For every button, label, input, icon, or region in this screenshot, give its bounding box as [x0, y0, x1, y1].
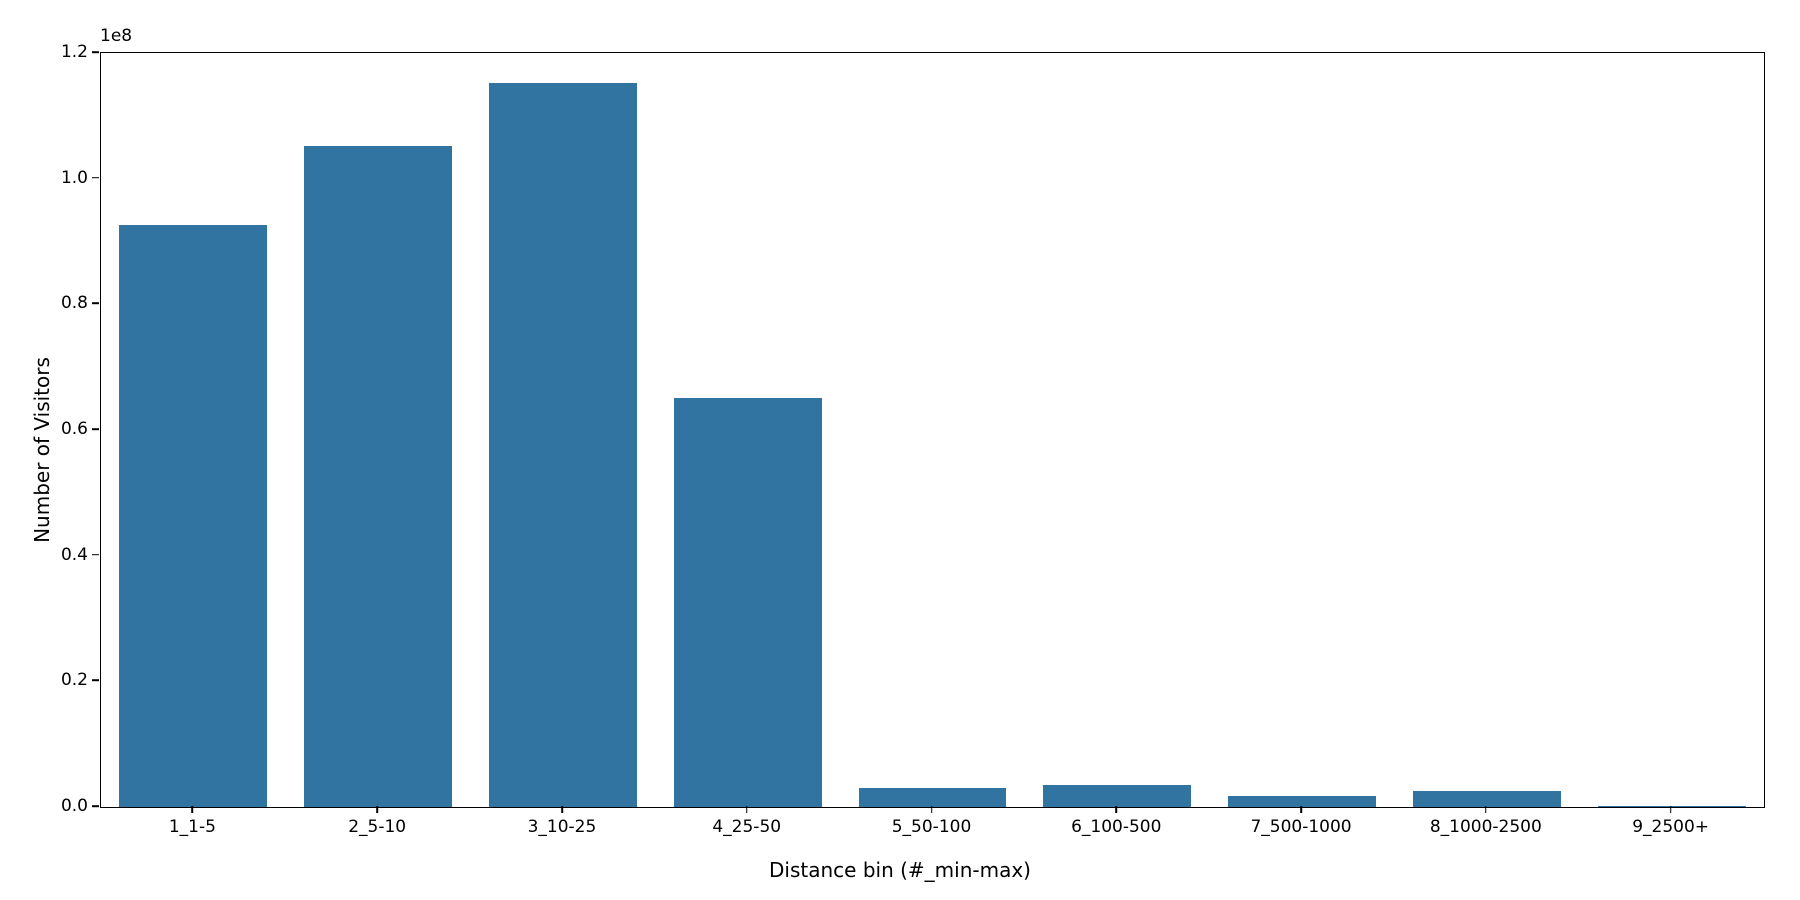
y-tick-mark [92, 302, 99, 305]
y-tick-mark [92, 553, 99, 556]
chart-bar-8_1000-2500 [1412, 790, 1561, 807]
y-tick-label: 0.2 [60, 670, 88, 691]
y-tick-label: 1.0 [60, 167, 88, 188]
x-tick-mark [1115, 806, 1118, 813]
y-tick-label: 0.6 [60, 419, 88, 439]
chart-bar-5_50-100 [858, 788, 1007, 807]
y-tick-mark [92, 805, 99, 807]
chart-bar-9_2500+ [1597, 806, 1746, 807]
x-axis-title: Distance bin (#_min-max) [769, 858, 1031, 882]
y-tick-mark [92, 51, 99, 53]
x-tick-mark [930, 806, 933, 813]
y-tick-mark [92, 428, 99, 430]
y-tick-label: 1.2 [60, 42, 88, 62]
y-axis-offset-label: 1e8 [100, 26, 133, 46]
x-tick-label: 5_50-100 [891, 817, 972, 837]
y-axis-title: Number of Visitors [30, 357, 54, 543]
x-tick-label: 9_2500+ [1632, 817, 1710, 837]
x-tick-mark [1485, 806, 1487, 813]
y-tick-label: 0.4 [60, 544, 88, 565]
chart-bar-7_500-1000 [1228, 796, 1376, 807]
x-tick-label: 4_25-50 [712, 817, 782, 837]
plot-area [100, 52, 1765, 808]
x-tick-mark [1669, 806, 1672, 813]
x-tick-label: 6_100-500 [1071, 817, 1162, 837]
x-tick-label: 2_5-10 [348, 817, 407, 837]
chart-bar-4_25-50 [673, 397, 822, 807]
x-tick-mark [191, 806, 194, 813]
chart-bar-2_5-10 [304, 146, 453, 807]
x-tick-label: 7_500-1000 [1250, 817, 1352, 837]
chart-bar-6_100-500 [1043, 785, 1192, 807]
x-tick-label: 1_1-5 [168, 817, 216, 837]
x-tick-mark [376, 806, 378, 813]
x-tick-mark [561, 806, 563, 813]
y-tick-mark [92, 176, 99, 179]
x-tick-label: 8_1000-2500 [1429, 817, 1542, 837]
x-tick-mark [1300, 806, 1302, 813]
chart-bar-3_10-25 [489, 82, 637, 807]
y-tick-label: 0.0 [60, 796, 88, 816]
x-tick-mark [745, 806, 748, 813]
chart-bar-1_1-5 [119, 225, 268, 807]
x-tick-label: 3_10-25 [527, 817, 597, 837]
y-tick-mark [92, 679, 99, 682]
y-tick-label: 0.8 [60, 293, 88, 314]
